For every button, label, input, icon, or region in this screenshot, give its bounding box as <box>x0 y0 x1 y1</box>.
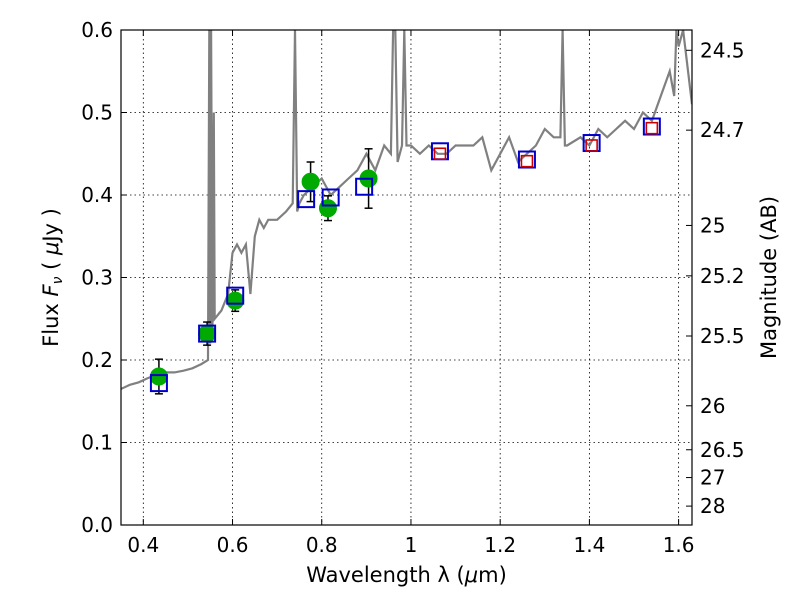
y2-tick-label: 25 <box>700 213 725 237</box>
y2-axis-label: Magnitude (AB) <box>757 196 781 359</box>
y-tick-label: 0.0 <box>81 513 113 537</box>
observed-point <box>301 172 320 191</box>
x-tick-label: 1.2 <box>484 533 516 557</box>
x-tick-label: 0.4 <box>127 533 159 557</box>
grid <box>121 29 692 526</box>
model-square-nir <box>433 147 447 161</box>
model-square-nir <box>520 154 534 168</box>
observed-point <box>149 367 168 386</box>
model-square <box>149 374 168 393</box>
spectrum-layer <box>121 30 692 390</box>
x-tick-label: 0.6 <box>217 533 249 557</box>
y2-tick-label: 28 <box>700 494 725 518</box>
y2-tick-label: 27 <box>700 466 725 490</box>
y2-tick-label: 26.5 <box>700 438 745 462</box>
model-square-nir <box>645 121 659 135</box>
y-tick-label: 0.1 <box>81 431 113 455</box>
model-square <box>517 150 536 169</box>
plot-frame <box>120 29 693 526</box>
model-square <box>642 117 661 136</box>
model-square <box>297 190 316 209</box>
y-tick-label: 0.6 <box>81 18 113 42</box>
model-square-nir <box>585 139 598 152</box>
y2-tick-label: 24.5 <box>700 38 745 62</box>
model-square <box>321 188 340 207</box>
y2-tick-label: 25.2 <box>700 264 745 288</box>
observed-point <box>226 291 245 310</box>
model-square <box>226 286 245 305</box>
spectrum-line <box>121 30 692 390</box>
y-tick-label: 0.5 <box>81 101 113 125</box>
x-axis-label: Wavelength λ (μm) <box>306 563 507 587</box>
model-square <box>198 324 217 343</box>
y2-tick-label: 24.7 <box>700 118 745 142</box>
y-axis-label: Flux Fν ( μJy ) <box>39 208 66 347</box>
y2-tick-label: 26 <box>700 394 725 418</box>
observed-point <box>318 199 337 218</box>
x-tick-label: 1 <box>405 533 418 557</box>
observed-point <box>198 324 217 343</box>
ticks: 0.4 0.6 0.8 1 1.2 1.4 1.6 0.0 0.1 0.2 0.3 0.4 0.5 0.6… <box>81 18 744 557</box>
y2-tick-label: 25.5 <box>700 324 745 348</box>
y-tick-label: 0.2 <box>81 348 113 372</box>
y-tick-label: 0.4 <box>81 183 113 207</box>
y-tick-label: 0.3 <box>81 266 113 290</box>
model-square <box>355 177 374 196</box>
x-tick-label: 0.8 <box>306 533 338 557</box>
x-tick-label: 1.4 <box>573 533 605 557</box>
model-squares <box>149 117 661 393</box>
x-tick-label: 1.6 <box>663 533 695 557</box>
